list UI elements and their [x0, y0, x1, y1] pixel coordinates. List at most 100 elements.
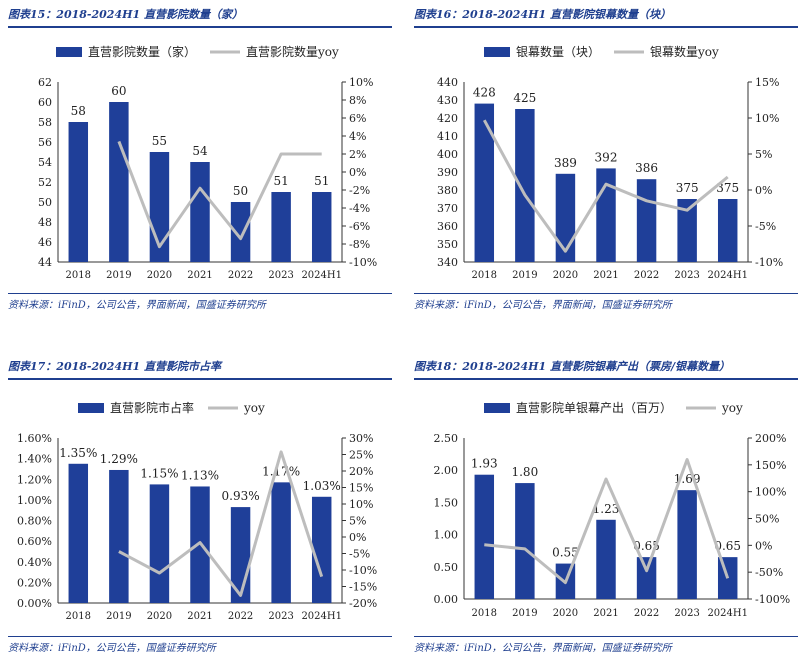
data-label: 0.65: [714, 539, 741, 553]
y-right-tick-label: -20%: [349, 597, 377, 610]
legend-line-label: 直营影院数量yoy: [246, 44, 339, 59]
bar: [474, 103, 495, 262]
y-left-tick-label: 1.00%: [17, 494, 52, 507]
y-right-tick-label: -10%: [349, 564, 377, 577]
x-tick-label: 2023: [268, 270, 293, 281]
y-right-tick-label: 15%: [349, 482, 373, 495]
x-tick-label: 2020: [147, 611, 172, 622]
x-tick-label: 2024H1: [301, 611, 342, 622]
y-right-tick-label: 0%: [349, 531, 366, 544]
x-tick-label: 2018: [66, 611, 91, 622]
legend-bar-label: 直营影院数量（家）: [88, 44, 196, 59]
x-tick-label: 2019: [106, 611, 131, 622]
x-tick-label: 2020: [147, 270, 172, 281]
y-left-tick-label: 0.80%: [17, 515, 52, 528]
bar: [68, 122, 89, 262]
chart-panel-2: 图表16：2018-2024H1 直营影院银幕数量（块） 银幕数量（块） 银幕数量…: [414, 4, 798, 316]
source-note: 资料来源：iFinD，公司公告，国盛证券研究所: [8, 643, 216, 654]
y-left-tick-label: 52: [38, 176, 52, 189]
chart-title: 图表17：2018-2024H1 直营影院市占率: [8, 360, 221, 373]
y-right-tick-label: -50%: [755, 566, 783, 579]
data-label: 386: [635, 161, 658, 175]
bar: [636, 179, 657, 262]
title-rule: [414, 378, 798, 380]
data-label: 425: [513, 91, 536, 105]
bar: [311, 192, 332, 262]
x-tick-label: 2024H1: [707, 608, 748, 619]
legend-bar-swatch: [484, 47, 510, 57]
bar: [230, 202, 251, 262]
x-tick-label: 2019: [106, 270, 131, 281]
data-label: 375: [676, 181, 699, 195]
data-label: 0.55: [552, 546, 579, 560]
y-right-tick-label: 10%: [349, 76, 373, 89]
y-right-tick-label: -15%: [349, 581, 377, 594]
data-label: 1.03%: [303, 479, 341, 493]
legend-line-label: 银幕数量yoy: [650, 44, 719, 59]
source-note: 资料来源：iFinD，公司公告，界面新闻，国盛证券研究所: [414, 643, 672, 654]
y-right-tick-label: 15%: [755, 76, 779, 89]
data-label: 1.29%: [100, 452, 138, 466]
bar: [474, 474, 495, 599]
y-right-tick-label: 10%: [349, 498, 373, 511]
bar: [149, 484, 170, 603]
bar: [515, 483, 535, 599]
y-left-tick-label: 350: [437, 238, 458, 251]
source-note: 资料来源：iFinD，公司公告，界面新闻，国盛证券研究所: [8, 300, 266, 311]
data-label: 428: [473, 86, 496, 100]
y-left-tick-label: 44: [38, 256, 52, 269]
y-right-tick-label: 50%: [755, 513, 779, 526]
y-left-tick-label: 380: [437, 184, 458, 197]
source-rule: [414, 293, 798, 294]
y-left-tick-label: 430: [437, 94, 458, 107]
x-tick-label: 2021: [593, 270, 618, 281]
chart-1-svg: 直营影院数量（家） 直营影院数量yoy 44 46 48 50 52 54 56 58 60 62 -1…: [38, 44, 377, 281]
bar: [596, 168, 616, 262]
data-label: 1.15%: [140, 466, 178, 480]
y-right-tick-label: 0%: [755, 184, 772, 197]
y-left-tick-label: 1.20%: [17, 473, 52, 486]
title-rule: [8, 378, 392, 380]
y-left-tick-label: 48: [38, 216, 52, 229]
y-left-tick-label: 370: [437, 202, 458, 215]
data-label: 1.23: [593, 502, 620, 516]
bar: [636, 557, 657, 599]
data-label: 58: [71, 104, 86, 118]
bar: [717, 199, 738, 262]
y-right-tick-label: 4%: [349, 130, 366, 143]
y-left-tick-label: 1.50: [434, 496, 459, 509]
bar: [68, 463, 89, 603]
y-left-tick-label: 0.40%: [17, 556, 52, 569]
y-right-tick-label: -100%: [755, 593, 790, 606]
x-tick-label: 2020: [553, 270, 578, 281]
y-right-tick-label: 2%: [349, 148, 366, 161]
source-rule: [8, 636, 392, 637]
y-right-tick-label: -2%: [349, 184, 370, 197]
y-left-tick-label: 0.00: [434, 593, 459, 606]
legend-bar-label: 直营影院市占率: [110, 400, 194, 415]
y-right-tick-label: -6%: [349, 220, 370, 233]
x-tick-label: 2023: [674, 608, 699, 619]
yoy-line: [118, 450, 324, 597]
y-right-tick-label: 8%: [349, 94, 366, 107]
y-left-tick-label: 0.20%: [17, 576, 52, 589]
y-left-tick-label: 420: [437, 112, 458, 125]
y-right-tick-label: -10%: [349, 256, 377, 269]
x-tick-label: 2018: [472, 270, 497, 281]
chart-panel-4: 图表18：2018-2024H1 直营影院银幕产出（票房/银幕数量） 直营影院单…: [414, 356, 798, 656]
legend-bar-swatch: [56, 47, 82, 57]
chart-title: 图表18：2018-2024H1 直营影院银幕产出（票房/银幕数量）: [414, 360, 730, 373]
y-right-tick-label: 0%: [755, 539, 772, 552]
y-right-tick-label: 30%: [349, 432, 373, 445]
source-rule: [8, 293, 392, 294]
y-right-tick-label: 0%: [349, 166, 366, 179]
chart-3-svg: 直营影院市占率 yoy 0.00% 0.20% 0.40% 0.60% 0.80% 1.00%…: [17, 400, 377, 622]
x-tick-label: 2018: [66, 270, 91, 281]
bar: [190, 162, 210, 262]
bar: [555, 173, 576, 262]
chart-2-svg: 银幕数量（块） 银幕数量yoy 340 350 360 370 380 390 400 410 42…: [437, 44, 783, 281]
chart-panel-1: 图表15：2018-2024H1 直营影院数量（家） 直营影院数量（家） 直营影院…: [8, 4, 392, 316]
data-label: 1.80: [511, 465, 538, 479]
bar: [109, 469, 129, 603]
x-tick-label: 2022: [634, 608, 659, 619]
